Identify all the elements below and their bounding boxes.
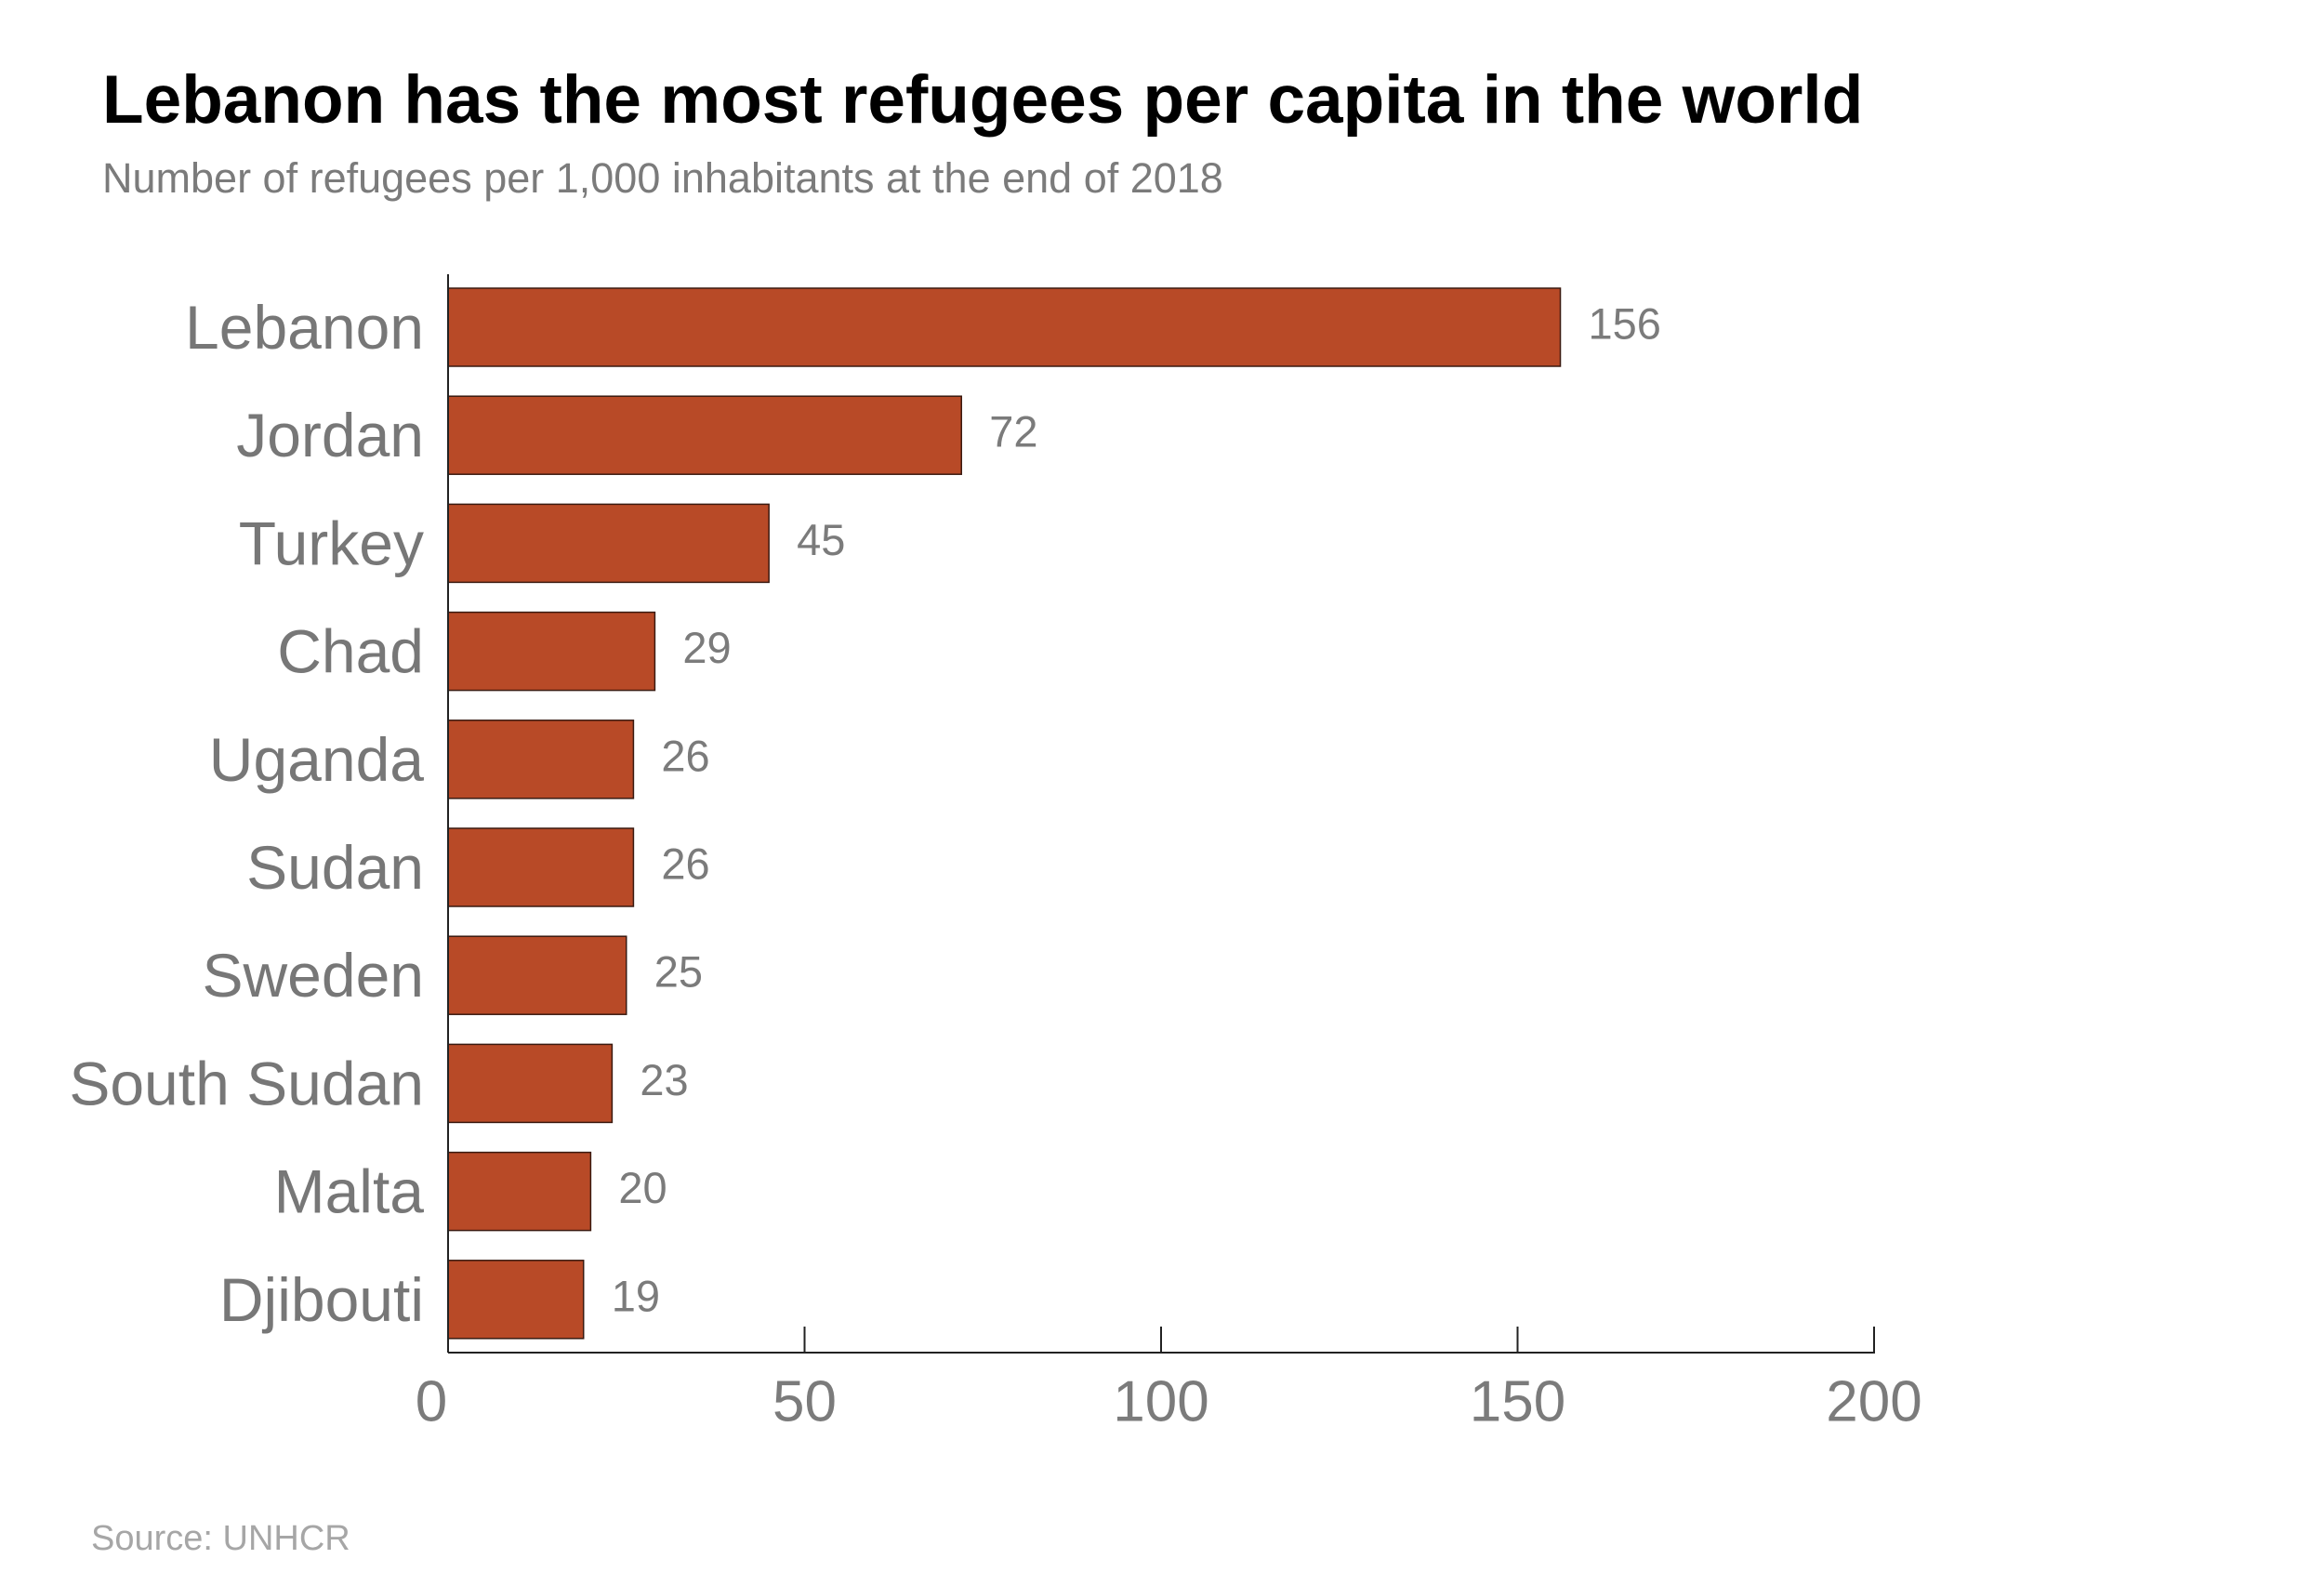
value-label-south-sudan: 23: [640, 1055, 688, 1104]
bars-group: [447, 287, 1562, 1340]
bar-sweden: [447, 935, 627, 1015]
value-label-chad: 29: [682, 623, 731, 672]
value-label-turkey: 45: [797, 515, 845, 564]
bar-lebanon: [447, 287, 1562, 367]
value-label-uganda: 26: [661, 731, 709, 780]
category-labels-group: Lebanon Jordan Turkey Chad Uganda Sudan Sweden…: [69, 293, 424, 1334]
tick-labels-group: 0 50 100 150 200: [416, 1370, 1922, 1434]
source-note: Source: UNHCR: [91, 1519, 350, 1558]
axes-group: [447, 274, 1875, 1354]
value-label-djibouti: 19: [612, 1271, 660, 1320]
bar-sudan: [447, 827, 635, 907]
x-tick-label-100: 100: [1113, 1370, 1208, 1434]
category-label-uganda: Uganda: [209, 725, 424, 794]
bar-chad: [447, 611, 656, 692]
value-label-jordan: 72: [989, 407, 1037, 456]
value-label-sweden: 25: [654, 947, 703, 997]
value-label-malta: 20: [618, 1163, 667, 1212]
chart-subtitle: Number of refugees per 1,000 inhabitants…: [102, 154, 1223, 202]
bar-jordan: [447, 395, 962, 475]
bar-uganda: [447, 720, 635, 799]
category-label-djibouti: Djibouti: [219, 1265, 424, 1334]
category-label-sweden: Sweden: [202, 941, 424, 1010]
category-label-jordan: Jordan: [236, 401, 424, 469]
category-label-chad: Chad: [277, 617, 424, 686]
category-label-sudan: Sudan: [246, 833, 424, 902]
category-label-malta: Malta: [274, 1157, 425, 1226]
value-labels-group: 156 72 45 29 26 26 25 23 20 19: [612, 299, 1661, 1321]
bar-malta: [447, 1151, 592, 1232]
category-label-turkey: Turkey: [239, 509, 424, 577]
category-label-lebanon: Lebanon: [185, 293, 424, 362]
chart-title: Lebanon has the most refugees per capita…: [102, 62, 1864, 138]
bar-turkey: [447, 503, 770, 584]
x-tick-label-50: 50: [772, 1370, 837, 1434]
bar-djibouti: [447, 1260, 585, 1340]
value-label-lebanon: 156: [1589, 299, 1661, 349]
bar-south-sudan: [447, 1043, 614, 1124]
x-tick-label-150: 150: [1470, 1370, 1565, 1434]
category-label-south-sudan: South Sudan: [69, 1049, 424, 1117]
value-label-sudan: 26: [661, 839, 709, 889]
x-tick-label-0: 0: [416, 1370, 447, 1434]
x-tick-label-200: 200: [1826, 1370, 1921, 1434]
